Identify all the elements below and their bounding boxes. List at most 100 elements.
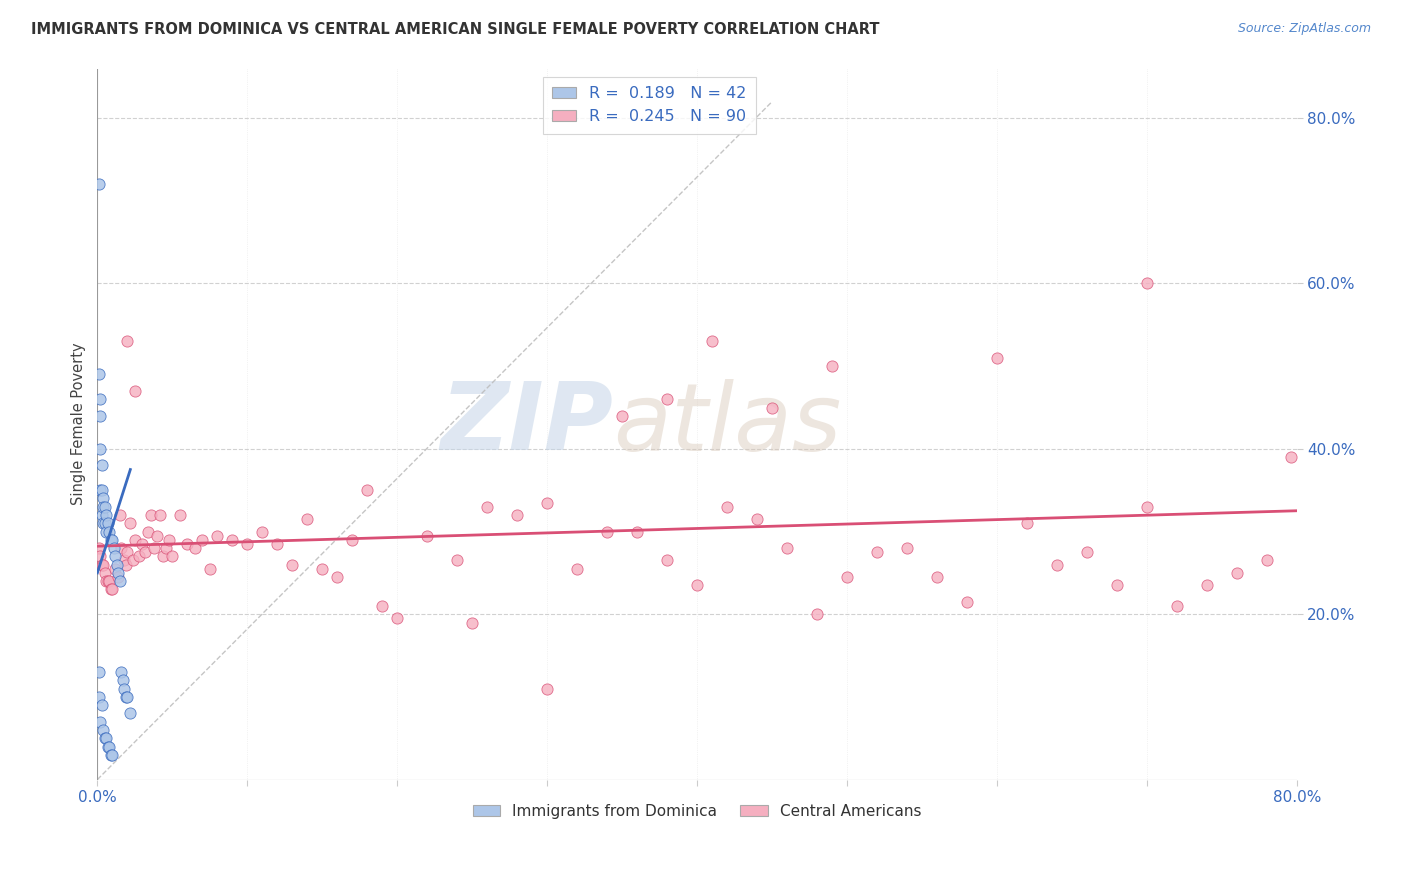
Point [87,368,110,382]
Point [89,714,111,729]
Point [387,611,409,625]
Point [94,731,117,746]
Point [89,442,111,456]
Point [1015,516,1038,531]
Point [152,549,174,564]
Point [100,747,122,762]
Point [107,566,129,580]
Point [97,739,120,754]
Text: atlas: atlas [613,378,841,469]
Point [90,483,112,498]
Point [612,409,634,423]
Point [128,549,150,564]
Point [169,508,191,522]
Point [96,731,118,746]
Point [112,681,135,696]
Point [90,458,112,473]
Point [821,359,844,374]
Point [115,690,138,704]
Point [149,508,172,522]
Point [896,541,918,555]
Point [103,541,125,555]
Point [761,401,783,415]
Point [198,562,221,576]
Point [1195,578,1218,592]
Point [120,706,142,721]
Point [191,533,214,547]
Point [1226,566,1249,580]
Point [657,392,679,407]
Point [93,500,115,514]
Point [745,512,768,526]
Point [184,541,207,555]
Point [120,516,142,531]
Point [89,392,111,407]
Point [536,681,558,696]
Point [94,500,117,514]
Point [111,673,134,688]
Point [108,508,131,522]
Point [221,533,243,547]
Point [207,529,229,543]
Point [96,574,118,589]
Point [117,545,139,559]
Point [311,562,333,576]
Point [93,516,115,531]
Point [342,533,364,547]
Point [157,533,180,547]
Point [124,533,146,547]
Point [141,508,163,522]
Point [104,549,127,564]
Point [1279,450,1302,464]
Point [98,574,121,589]
Point [115,558,138,572]
Point [1136,500,1159,514]
Point [446,553,468,567]
Point [596,524,619,539]
Point [89,549,111,564]
Point [416,529,439,543]
Text: ZIP: ZIP [440,378,613,470]
Point [100,533,122,547]
Point [567,562,589,576]
Point [138,524,160,539]
Point [1256,553,1278,567]
Point [131,537,153,551]
Point [96,508,118,522]
Point [536,495,558,509]
Point [155,541,177,555]
Point [110,541,132,555]
Point [925,570,948,584]
Point [90,508,112,522]
Point [626,524,648,539]
Point [146,529,169,543]
Point [1166,599,1188,613]
Point [87,541,110,555]
Point [700,334,723,349]
Point [117,690,139,704]
Point [461,615,484,630]
Point [107,570,129,584]
Point [326,570,349,584]
Point [122,553,145,567]
Point [835,570,858,584]
Point [97,516,120,531]
Point [87,178,110,192]
Point [986,351,1008,365]
Point [98,524,121,539]
Point [1105,578,1128,592]
Point [93,491,115,506]
Point [236,537,259,551]
Point [87,665,110,679]
Point [87,690,110,704]
Point [356,483,378,498]
Point [1136,277,1159,291]
Point [1076,545,1098,559]
Point [134,545,156,559]
Point [89,409,111,423]
Point [96,524,118,539]
Point [90,558,112,572]
Point [1046,558,1069,572]
Y-axis label: Single Female Poverty: Single Female Poverty [72,343,86,506]
Point [94,516,117,531]
